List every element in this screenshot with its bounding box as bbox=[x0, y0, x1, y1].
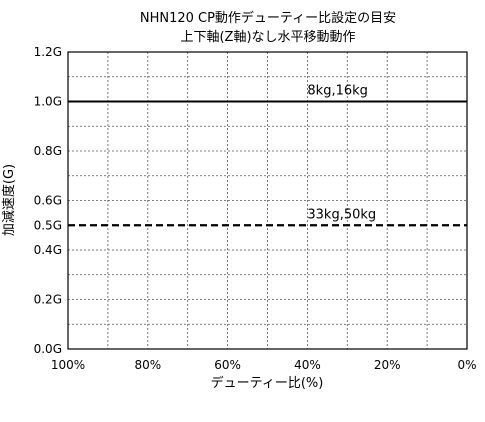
x-tick-label: 20% bbox=[374, 358, 401, 372]
chart-subtitle: 上下軸(Z軸)なし水平移動動作 bbox=[180, 30, 355, 45]
x-tick-label: 0% bbox=[457, 358, 476, 372]
x-axis-label: デューティー比(%) bbox=[211, 375, 324, 391]
y-tick-label: 1.2G bbox=[34, 45, 62, 59]
grid bbox=[68, 52, 467, 349]
y-tick-label: 0.6G bbox=[34, 194, 62, 208]
x-tick-labels: 100% 80% 60% 40% 20% 0% bbox=[51, 358, 477, 372]
series-layer: 8kg,16kg 33kg,50kg bbox=[68, 84, 467, 227]
x-tick-label: 40% bbox=[294, 358, 321, 372]
x-tick-label: 80% bbox=[134, 358, 161, 372]
x-tick-label: 100% bbox=[51, 358, 85, 372]
plot-frame bbox=[67, 51, 468, 350]
y-tick-labels: 0.0G 0.2G 0.4G 0.5G 0.6G 0.8G 1.0G 1.2G bbox=[34, 45, 62, 356]
y-tick-label: 0.5G bbox=[34, 218, 62, 232]
y-tick-label: 0.4G bbox=[34, 243, 62, 257]
x-tick-label: 60% bbox=[214, 358, 241, 372]
y-tick-label: 0.2G bbox=[34, 293, 62, 307]
y-tick-label: 0.0G bbox=[34, 342, 62, 356]
chart-title: NHN120 CP動作デューティー比設定の目安 bbox=[140, 10, 396, 26]
y-axis-label: 加減速度(G) bbox=[1, 164, 17, 236]
y-tick-label: 0.8G bbox=[34, 144, 62, 158]
series-label-1: 8kg,16kg bbox=[307, 84, 368, 99]
series-label-2: 33kg,50kg bbox=[307, 207, 376, 222]
y-tick-label: 1.0G bbox=[34, 95, 62, 109]
